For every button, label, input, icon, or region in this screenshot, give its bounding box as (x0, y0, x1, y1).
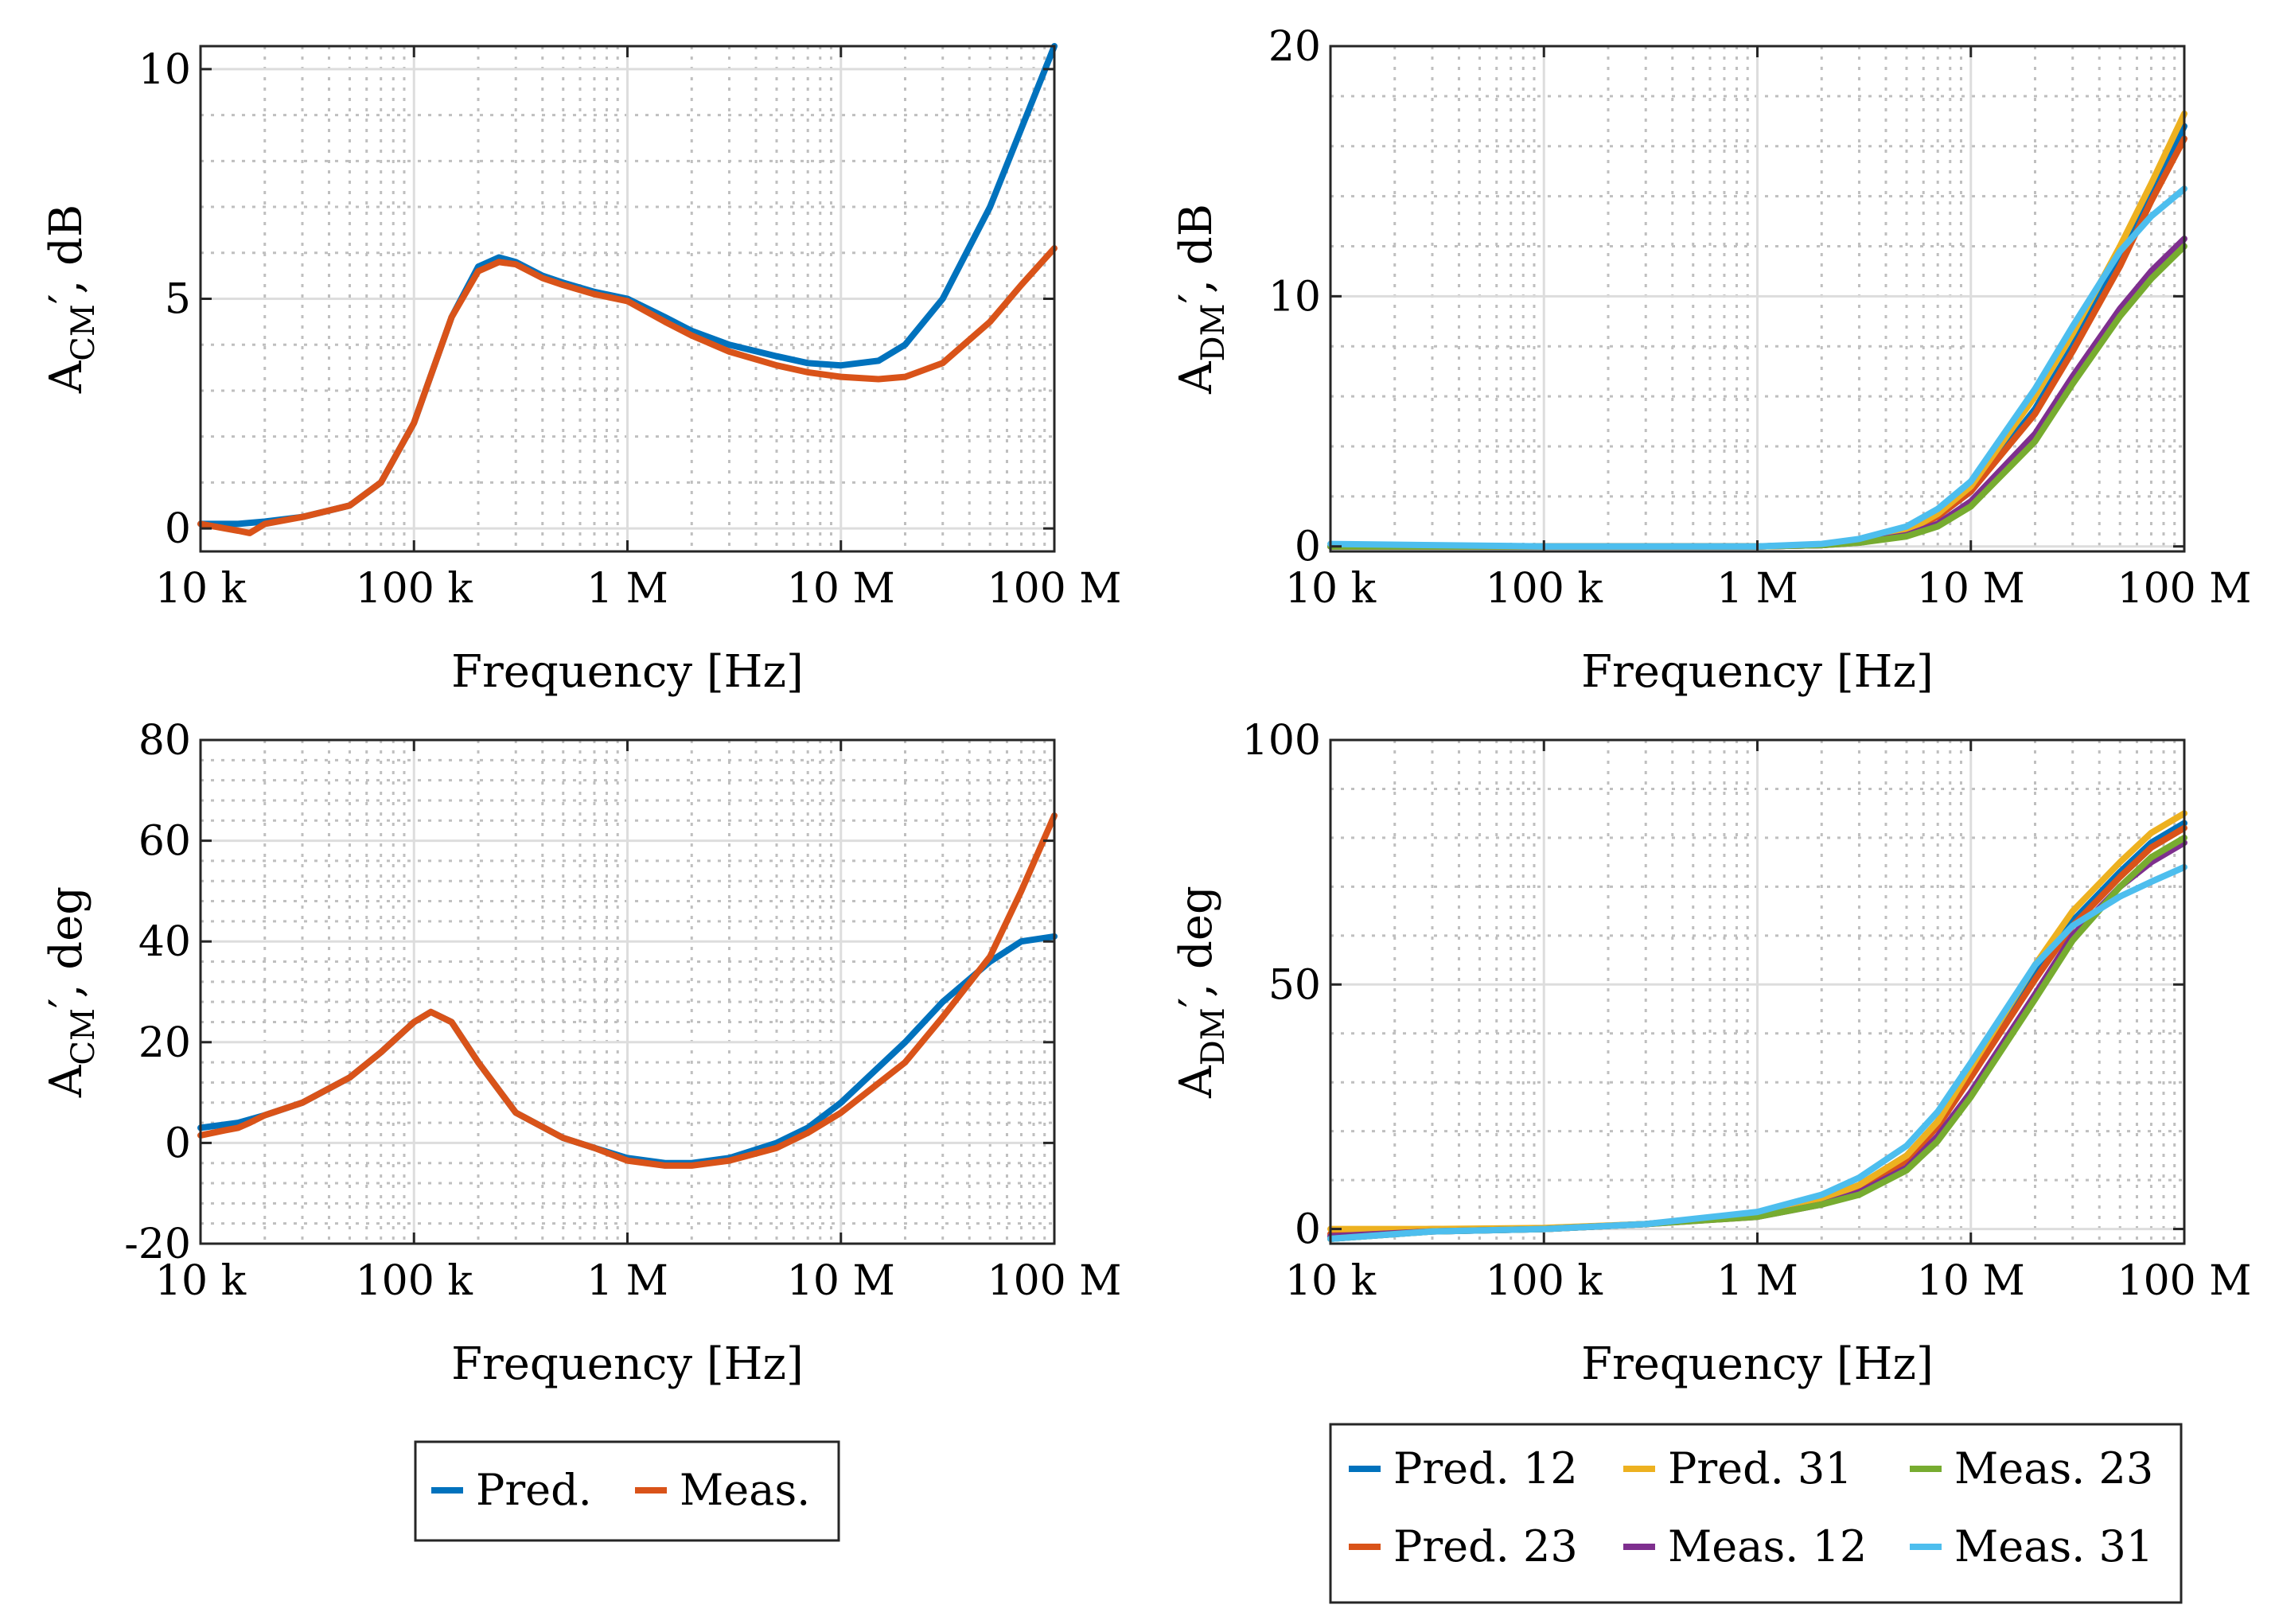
y-tick-label: 0 (165, 505, 191, 553)
x-tick-label: 100 M (987, 565, 1121, 613)
x-tick-label: 10 M (1917, 1257, 2025, 1305)
x-axis-label: Frequency [Hz] (451, 646, 804, 698)
y-axis-label-suffix: ′, dB (41, 204, 92, 304)
legend-label: Meas. 23 (1954, 1443, 2153, 1494)
x-tick-label: 100 k (356, 1257, 473, 1305)
x-axis-label: Frequency [Hz] (1581, 646, 1934, 698)
y-axis-label: ADM′, deg (1171, 886, 1232, 1099)
series-line-meas (197, 812, 1058, 1169)
y-axis-label: ADM′, dB (1171, 204, 1232, 395)
y-axis-label-main: A (41, 1065, 92, 1098)
legend-item: Pred. 12 (1349, 1443, 1578, 1494)
y-axis-label-main: A (41, 360, 92, 394)
legend-label: Meas. (680, 1465, 810, 1515)
legend-item: Pred. 31 (1623, 1443, 1852, 1494)
x-axis-label: Frequency [Hz] (1581, 1338, 1934, 1390)
x-tick-label: 1 M (1716, 1257, 1798, 1305)
x-tick-label: 10 M (787, 565, 895, 613)
y-axis-label-main: A (1171, 1065, 1222, 1099)
legend-label: Pred. (476, 1465, 592, 1515)
y-axis-label-suffix: ′, dB (1171, 204, 1222, 303)
y-tick-label: 0 (1295, 524, 1321, 571)
y-axis-label: ACM′, dB (41, 204, 102, 394)
x-tick-label: 100 k (356, 565, 473, 613)
x-tick-label: 10 M (787, 1257, 895, 1305)
y-tick-label: 10 (1268, 273, 1321, 321)
x-axis-label: Frequency [Hz] (451, 1338, 804, 1390)
series-line-meas-31 (1327, 863, 2187, 1242)
legend-box (1329, 1423, 2183, 1604)
y-axis-label-suffix: ′, deg (41, 886, 92, 1008)
y-tick-label: 100 (1242, 717, 1321, 765)
y-axis-label-subscript: DM (1195, 1007, 1232, 1065)
legend-label: Meas. 12 (1668, 1521, 1867, 1571)
y-tick-label: -20 (124, 1221, 191, 1268)
chart-cm-mag: 10 k 100 k 1 M 10 M 100 M 0 5 10 Frequency [Hz] A… (41, 43, 1122, 698)
x-tick-label: 100 M (987, 1257, 1121, 1305)
x-tick-label: 10 M (1917, 565, 2025, 613)
legend-item: Meas. (635, 1465, 810, 1515)
y-axis-label-subscript: CM (65, 1008, 102, 1065)
legend-item: Meas. 23 (1910, 1443, 2153, 1494)
y-axis-label: ACM′, deg (41, 886, 102, 1098)
legend-item: Pred. 23 (1349, 1521, 1578, 1571)
y-tick-label: 60 (138, 818, 191, 866)
x-tick-label: 100 M (2117, 1257, 2251, 1305)
y-tick-label: 50 (1268, 961, 1321, 1009)
x-tick-label: 100 k (1486, 565, 1603, 613)
y-axis-label-subscript: CM (65, 304, 102, 361)
x-tick-label: 10 k (1285, 1257, 1377, 1305)
legend-item: Meas. 31 (1910, 1521, 2153, 1571)
legend-dm: Pred. 12 Pred. 31 Meas. 23 Pred. 23 Meas. 12… (1329, 1423, 2183, 1604)
y-tick-label: 20 (1268, 23, 1321, 71)
y-axis-label-main: A (1171, 361, 1222, 395)
x-tick-label: 100 k (1486, 1257, 1603, 1305)
legend-label: Pred. 12 (1393, 1443, 1578, 1494)
y-tick-label: 80 (138, 717, 191, 765)
y-axis-label-subscript: DM (1195, 303, 1232, 361)
y-tick-label: 5 (165, 276, 191, 324)
chart-dm-mag: 10 k 100 k 1 M 10 M 100 M 0 10 20 Frequency [Hz]… (1171, 23, 2252, 698)
x-tick-label: 10 k (155, 1257, 247, 1305)
x-tick-label: 10 k (155, 565, 247, 613)
series-line-meas (197, 245, 1058, 536)
legend-item: Pred. (431, 1465, 592, 1515)
y-axis-label-suffix: ′, deg (1171, 886, 1222, 1007)
legend-label: Meas. 31 (1954, 1521, 2153, 1571)
legend-label: Pred. 23 (1393, 1521, 1578, 1571)
chart-cm-phase: 10 k 100 k 1 M 10 M 100 M -20 0 20 40 60 80 Frequen… (41, 717, 1122, 1390)
x-tick-label: 100 M (2117, 565, 2251, 613)
x-tick-label: 1 M (586, 565, 668, 613)
y-tick-label: 0 (1295, 1206, 1321, 1254)
y-tick-label: 20 (138, 1019, 191, 1067)
legend-cm: Pred. Meas. (414, 1440, 840, 1542)
y-tick-label: 40 (138, 918, 191, 966)
y-tick-label: 10 (138, 46, 191, 94)
legend-box (414, 1440, 840, 1542)
x-tick-label: 1 M (586, 1257, 668, 1305)
chart-dm-phase: 10 k 100 k 1 M 10 M 100 M 0 50 100 Frequency [Hz… (1171, 717, 2252, 1390)
x-tick-label: 1 M (1716, 565, 1798, 613)
legend-item: Meas. 12 (1623, 1521, 1867, 1571)
y-tick-label: 0 (165, 1120, 191, 1167)
legend-label: Pred. 31 (1668, 1443, 1852, 1494)
x-tick-label: 10 k (1285, 565, 1377, 613)
